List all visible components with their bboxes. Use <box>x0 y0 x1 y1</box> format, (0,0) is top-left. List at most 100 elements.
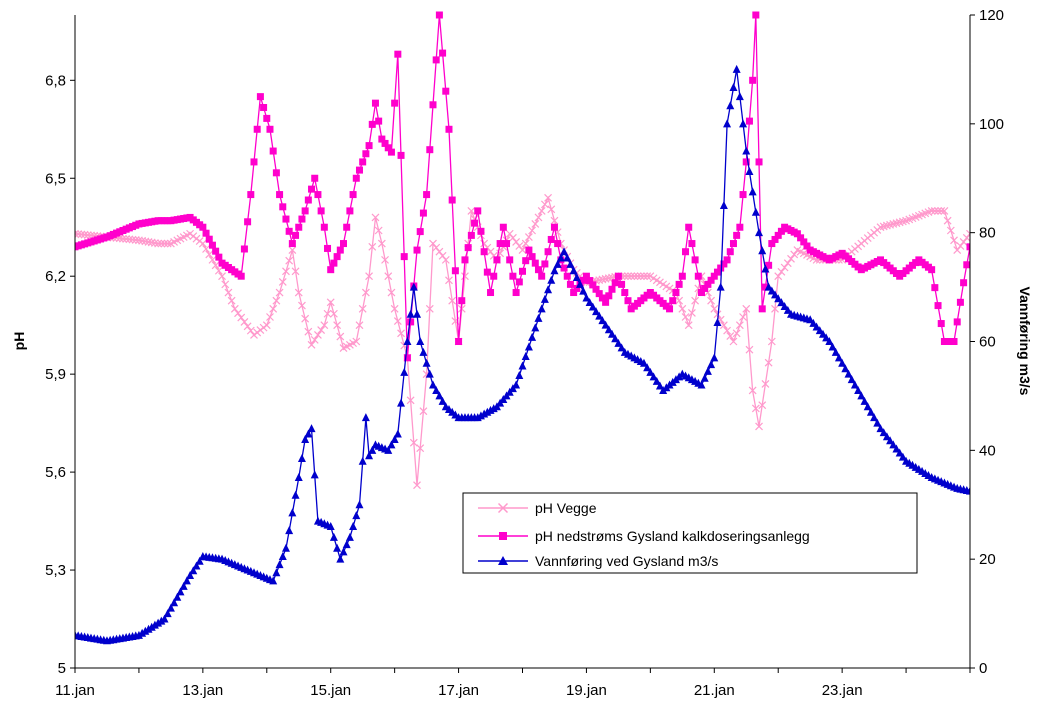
data-point <box>678 272 686 280</box>
data-point <box>579 286 588 295</box>
data-point <box>275 288 284 297</box>
data-point <box>250 158 258 166</box>
data-point <box>841 364 850 373</box>
data-point <box>828 342 837 351</box>
data-point <box>278 551 287 560</box>
data-point <box>368 242 377 251</box>
data-point <box>394 50 402 58</box>
data-point <box>940 206 949 215</box>
data-point <box>771 290 780 299</box>
data-point <box>493 256 501 264</box>
legend-item-ph-vegge: pH Vegge <box>478 500 597 516</box>
data-point <box>419 347 428 356</box>
data-point <box>432 56 440 64</box>
data-point <box>291 267 300 276</box>
data-point <box>75 229 79 238</box>
data-point <box>282 267 290 276</box>
data-point <box>208 241 216 249</box>
data-point <box>943 216 952 225</box>
data-point <box>275 560 284 569</box>
data-point <box>966 486 970 495</box>
right-tick-label: 100 <box>979 116 1004 133</box>
data-point <box>540 294 549 303</box>
data-point <box>336 332 345 341</box>
data-point <box>621 289 629 297</box>
data-point <box>425 369 434 378</box>
data-point <box>381 139 389 147</box>
data-point <box>742 146 751 155</box>
data-point <box>128 235 137 244</box>
data-point <box>576 279 585 288</box>
data-point <box>416 228 424 236</box>
data-point <box>733 231 741 239</box>
data-point <box>767 286 776 295</box>
data-point <box>221 280 230 289</box>
data-point <box>755 158 763 166</box>
data-point <box>946 226 955 235</box>
data-point <box>531 220 540 228</box>
data-point <box>771 235 779 243</box>
data-point <box>774 272 783 281</box>
data-point <box>726 332 735 340</box>
data-point <box>461 256 469 264</box>
data-point <box>895 448 904 457</box>
data-point <box>547 275 556 284</box>
data-point <box>435 391 444 400</box>
right-axis: 0 20 40 60 80 100 120 <box>970 7 1004 677</box>
data-point <box>541 260 549 268</box>
data-point <box>729 337 738 346</box>
data-point <box>528 253 536 261</box>
data-point <box>355 166 363 174</box>
legend-item-ph-nedstroms: pH nedstrøms Gysland kalkdoseringsanlegg <box>478 528 810 544</box>
legend-label: pH Vegge <box>535 500 597 516</box>
data-point <box>524 342 533 351</box>
data-point <box>815 326 824 335</box>
data-point <box>844 369 853 378</box>
data-point <box>742 158 750 166</box>
data-point <box>211 261 220 270</box>
data-point <box>272 568 281 577</box>
data-point <box>550 266 559 275</box>
data-point <box>572 273 581 282</box>
data-point <box>263 114 271 122</box>
data-point <box>416 444 425 453</box>
data-point <box>790 250 799 259</box>
data-point <box>343 223 351 231</box>
data-point <box>339 547 348 556</box>
data-point <box>352 511 361 520</box>
data-point <box>825 337 834 345</box>
data-point <box>723 326 731 335</box>
left-tick-label: 5,6 <box>45 464 66 481</box>
data-point <box>244 218 252 226</box>
x-tick-label: 15.jan <box>310 682 351 699</box>
data-point <box>729 83 738 92</box>
data-point <box>547 205 556 214</box>
data-point <box>624 297 632 305</box>
data-point <box>368 120 376 128</box>
data-point <box>854 385 863 394</box>
data-point <box>304 327 313 336</box>
data-point <box>793 230 801 238</box>
data-point <box>326 522 335 531</box>
data-point <box>777 298 786 307</box>
data-point <box>486 247 495 256</box>
data-point <box>438 396 447 405</box>
data-point <box>834 353 843 362</box>
data-point <box>720 260 728 268</box>
data-point <box>931 284 939 292</box>
data-point <box>739 119 748 128</box>
data-point <box>777 227 785 235</box>
data-point <box>700 373 709 382</box>
data-point <box>630 272 639 281</box>
data-point <box>886 436 895 445</box>
data-point <box>937 206 946 215</box>
data-point <box>633 272 642 281</box>
data-point <box>304 429 313 438</box>
data-point <box>739 191 747 199</box>
data-point <box>956 298 964 306</box>
left-axis-title: pH <box>11 332 27 351</box>
data-point <box>767 337 776 346</box>
data-point <box>349 191 357 199</box>
data-point <box>272 296 281 305</box>
series-line <box>75 14 970 358</box>
